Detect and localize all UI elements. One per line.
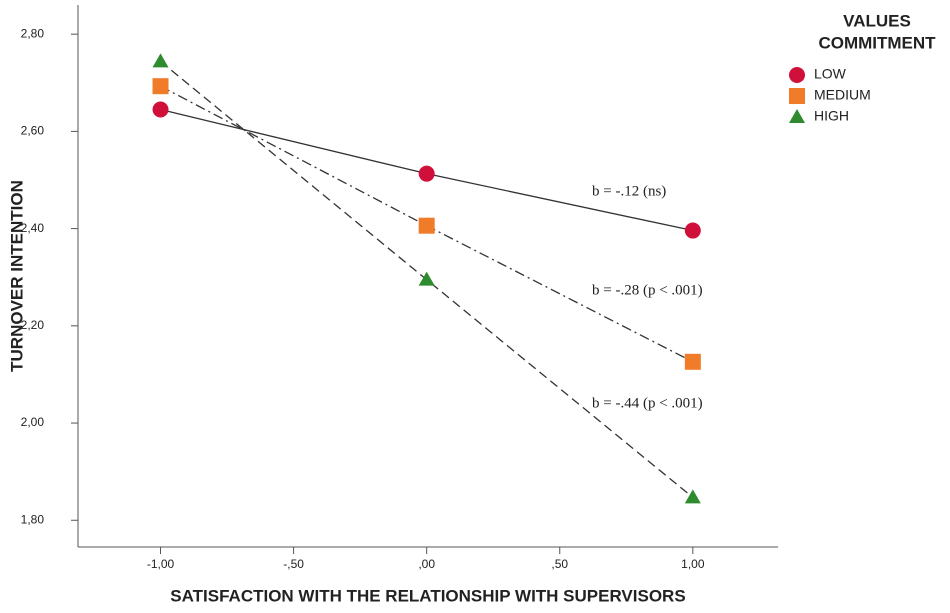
legend-title: COMMITMENT	[818, 33, 936, 52]
x-tick-label: -,50	[283, 557, 304, 571]
data-point	[152, 101, 169, 118]
legend-label: MEDIUM	[814, 87, 871, 103]
annotation: b = -.28 (p < .001)	[592, 282, 703, 298]
legend-marker	[789, 67, 805, 83]
data-point	[418, 165, 435, 182]
annotation: b = -.12 (ns)	[592, 183, 666, 199]
y-tick-label: 2,80	[21, 26, 45, 40]
data-point	[684, 489, 701, 504]
legend-title: VALUES	[843, 11, 911, 30]
y-axis-title: TURNOVER INTENTION	[7, 180, 26, 372]
data-point	[418, 271, 435, 286]
y-tick-label: 2,40	[21, 221, 45, 235]
x-axis-title: SATISFACTION WITH THE RELATIONSHIP WITH …	[170, 586, 685, 605]
legend-label: LOW	[814, 66, 847, 82]
data-point	[684, 353, 701, 370]
data-point	[418, 217, 435, 234]
x-tick-label: ,50	[551, 557, 568, 571]
y-tick-label: 1,80	[21, 512, 45, 526]
x-tick-label: -1,00	[147, 557, 175, 571]
data-point	[152, 53, 169, 68]
x-tick-label: ,00	[418, 557, 435, 571]
data-point	[152, 78, 169, 95]
y-tick-label: 2,00	[21, 415, 45, 429]
legend-marker	[789, 109, 805, 123]
data-point	[684, 222, 701, 239]
annotation: b = -.44 (p < .001)	[592, 395, 703, 411]
legend-label: HIGH	[814, 108, 849, 124]
y-tick-label: 2,60	[21, 124, 45, 138]
x-tick-label: 1,00	[681, 557, 705, 571]
y-tick-label: 2,20	[21, 318, 45, 332]
legend-marker	[789, 88, 805, 104]
